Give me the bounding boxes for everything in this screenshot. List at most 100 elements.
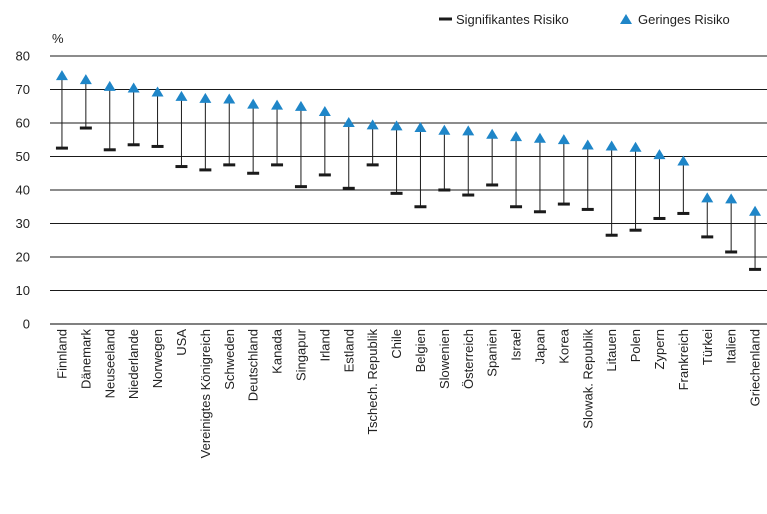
- significant-risk-marker-27: [701, 235, 714, 239]
- significant-risk-marker-4: [151, 144, 164, 148]
- x-tick-label-22: Slowak. Republik: [580, 329, 595, 429]
- x-tick-label-19: Israel: [509, 329, 524, 361]
- low-risk-marker-17: [462, 125, 475, 136]
- x-tick-label-6: Vereinigtes Königreich: [198, 329, 213, 458]
- data-marks: [55, 70, 762, 271]
- x-tick-label-5: USA: [174, 329, 189, 356]
- x-tick-label-13: Tschech. Republik: [365, 329, 380, 435]
- x-tick-label-18: Spanien: [485, 329, 500, 377]
- x-axis-labels: Finnland Dänemark Neuseeland Niederlande Nor…: [54, 328, 762, 458]
- significant-risk-marker-6: [199, 168, 212, 172]
- low-risk-marker-1: [79, 74, 92, 85]
- low-risk-marker-10: [294, 100, 307, 111]
- significant-risk-marker-25: [653, 216, 666, 220]
- significant-risk-marker-2: [103, 148, 116, 152]
- low-risk-marker-14: [390, 120, 403, 131]
- significant-risk-marker-9: [271, 163, 284, 167]
- low-risk-marker-28: [725, 193, 738, 204]
- low-risk-marker-22: [581, 139, 594, 150]
- significant-risk-marker-7: [223, 163, 236, 167]
- low-risk-marker-23: [605, 140, 618, 151]
- significant-risk-marker-28: [725, 250, 738, 254]
- x-tick-label-24: Polen: [628, 329, 643, 362]
- y-tick-label-5: 50: [16, 149, 30, 164]
- significant-risk-marker-19: [510, 205, 523, 209]
- low-risk-marker-24: [629, 141, 642, 152]
- x-tick-label-2: Neuseeland: [102, 329, 117, 398]
- significant-risk-marker-1: [79, 126, 92, 130]
- significant-risk-marker-18: [486, 183, 499, 187]
- low-risk-marker-15: [414, 122, 427, 133]
- significant-risk-marker-13: [366, 163, 379, 167]
- significant-risk-marker-22: [581, 207, 594, 211]
- significant-risk-marker-14: [390, 191, 403, 195]
- legend-marker-low-risk: [620, 14, 632, 24]
- legend-label-low-risk: Geringes Risiko: [638, 12, 730, 27]
- low-risk-marker-5: [175, 90, 188, 101]
- significant-risk-marker-15: [414, 205, 427, 209]
- significant-risk-marker-12: [342, 186, 355, 190]
- y-tick-label-1: 10: [16, 283, 30, 298]
- x-tick-label-9: Kanada: [270, 328, 285, 374]
- x-tick-label-17: Österreich: [461, 329, 476, 389]
- significant-risk-marker-3: [127, 143, 140, 147]
- x-tick-label-0: Finnland: [54, 329, 69, 379]
- y-tick-label-4: 40: [16, 183, 30, 198]
- y-tick-label-6: 60: [16, 116, 30, 131]
- x-tick-label-15: Belgien: [413, 329, 428, 372]
- y-tick-label-0: 0: [23, 317, 30, 332]
- low-risk-marker-16: [438, 124, 451, 135]
- significant-risk-marker-21: [557, 202, 570, 206]
- low-risk-marker-12: [342, 117, 355, 127]
- low-risk-marker-25: [653, 149, 666, 160]
- significant-risk-marker-17: [462, 193, 475, 197]
- low-risk-marker-3: [127, 82, 140, 93]
- significant-risk-marker-11: [318, 173, 331, 177]
- significant-risk-marker-26: [677, 211, 690, 215]
- x-tick-label-20: Japan: [532, 329, 547, 364]
- low-risk-marker-18: [486, 128, 499, 139]
- x-tick-label-8: Deutschland: [246, 329, 261, 401]
- x-tick-label-7: Schweden: [222, 329, 237, 390]
- significant-risk-marker-8: [247, 171, 260, 175]
- x-tick-label-16: Slowenien: [437, 329, 452, 389]
- x-tick-label-10: Singapur: [293, 328, 308, 381]
- low-risk-marker-2: [103, 80, 116, 91]
- y-tick-label-2: 20: [16, 250, 30, 265]
- x-tick-label-21: Korea: [556, 328, 571, 363]
- low-risk-marker-6: [199, 92, 212, 103]
- low-risk-marker-9: [271, 99, 284, 110]
- x-tick-label-28: Italien: [724, 329, 739, 364]
- low-risk-marker-8: [247, 98, 260, 109]
- low-risk-marker-29: [749, 205, 762, 216]
- significant-risk-marker-5: [175, 165, 188, 169]
- significant-risk-marker-24: [629, 228, 642, 232]
- low-risk-marker-20: [533, 132, 546, 143]
- x-tick-label-29: Griechenland: [748, 329, 763, 406]
- y-axis-ticks: 0 10 20 30 40 50 60 70 80: [16, 49, 30, 332]
- y-unit-label: %: [52, 31, 64, 46]
- low-risk-marker-19: [510, 131, 523, 142]
- low-risk-marker-7: [223, 93, 236, 104]
- x-tick-label-25: Zypern: [652, 329, 667, 369]
- grid-lines: [50, 55, 767, 325]
- x-tick-label-12: Estland: [341, 329, 356, 372]
- x-tick-label-1: Dänemark: [78, 329, 93, 389]
- y-tick-label-7: 70: [16, 82, 30, 97]
- low-risk-marker-26: [677, 155, 690, 166]
- legend: Signifikantes Risiko Geringes Risiko: [439, 12, 730, 27]
- low-risk-marker-27: [701, 192, 714, 203]
- significant-risk-marker-0: [55, 146, 68, 150]
- low-risk-marker-13: [366, 119, 379, 130]
- x-tick-label-4: Norwegen: [150, 329, 165, 388]
- x-tick-label-14: Chile: [389, 329, 404, 359]
- legend-marker-significant-risk: [439, 17, 452, 21]
- low-risk-marker-0: [55, 70, 68, 81]
- significant-risk-marker-23: [605, 233, 618, 237]
- significant-risk-marker-10: [294, 185, 307, 189]
- low-risk-marker-21: [557, 134, 570, 145]
- x-tick-label-23: Litauen: [604, 329, 619, 372]
- significant-risk-marker-16: [438, 188, 451, 192]
- x-tick-label-11: Irland: [317, 329, 332, 362]
